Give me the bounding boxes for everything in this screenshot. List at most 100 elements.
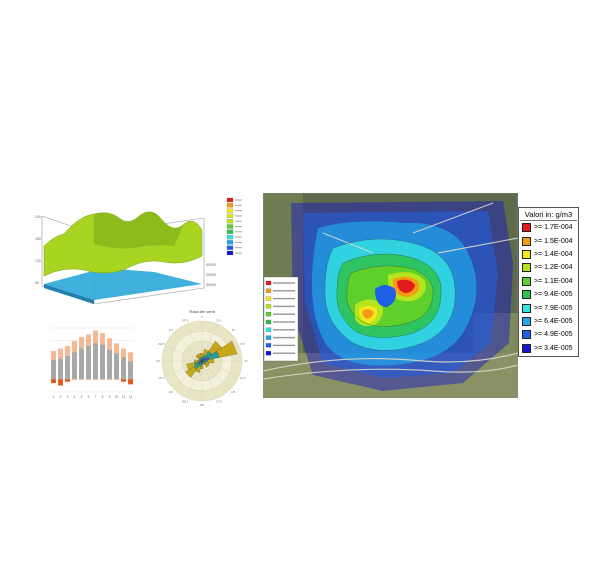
wind-rose-dir-label: 22.5: [216, 319, 221, 322]
inset-legend-swatch: [265, 335, 272, 340]
map-inset-legend: [263, 276, 299, 362]
bar-grid: [50, 327, 134, 393]
wind-rose-sector: [186, 362, 196, 371]
svg-text:240: 240: [35, 215, 41, 219]
bar-x-ticks: 1 2 3 4 5 6 7 8 9 10 11 12: [53, 395, 133, 399]
bar-x-tick: 7: [95, 395, 97, 399]
surface-legend-label: [235, 210, 242, 212]
wind-rose-dir-label: 180: [200, 404, 205, 406]
bar: [72, 352, 77, 380]
legend-swatch: [522, 316, 531, 326]
bar: [79, 348, 84, 380]
legend-swatch: [522, 330, 531, 340]
bar: [93, 343, 98, 380]
map-legend-item: >= 6.4E-005: [519, 315, 578, 328]
bar: [58, 358, 63, 380]
bar: [121, 379, 126, 382]
inset-legend-swatch: [265, 319, 272, 325]
surface-legend-label: [235, 204, 242, 206]
inset-legend-label: [273, 290, 295, 292]
inset-legend-swatch: [265, 296, 272, 301]
legend-label: >= 9.4E-005: [534, 291, 573, 299]
bar: [65, 356, 70, 380]
bar-x-tick: 3: [67, 395, 69, 399]
svg-text:500000: 500000: [206, 263, 216, 267]
map-legend-item: >= 1.1E-004: [519, 275, 578, 288]
surface-legend-swatch: [226, 203, 234, 208]
inset-legend-swatch: [265, 327, 272, 332]
surface-legend-label: [235, 226, 242, 227]
map-legend: Valori in: g/m3 >= 1.7E-004 >= 1.5E-004 >=…: [518, 207, 579, 357]
surface-legend-label: [235, 236, 242, 238]
inset-legend-label: [273, 321, 295, 323]
surface-x-ticks: 500000 500000 500000: [206, 263, 216, 287]
legend-label: >= 1.4E-004: [534, 250, 573, 258]
inset-legend-label: [273, 282, 295, 284]
map-legend-item: >= 1.5E-004: [519, 234, 578, 247]
bar: [128, 361, 133, 380]
inset-legend-swatch: [265, 312, 272, 317]
wind-rose-dir-label: 315: [169, 329, 174, 332]
surface-z-ticks: 240 180 120 60: [35, 215, 41, 285]
lower-surface-front: [44, 284, 94, 304]
legend-label: >= 1.2E-004: [534, 264, 573, 272]
bar: [58, 379, 63, 386]
wind-rose-sector: [197, 353, 202, 358]
wind-rose-dir-label: 202.5: [182, 401, 189, 404]
bar: [65, 379, 70, 382]
legend-label: >= 1.1E-004: [534, 277, 573, 285]
bar-x-tick: 4: [74, 395, 76, 399]
map-legend-item: >= 1.4E-004: [519, 248, 578, 261]
legend-swatch: [522, 263, 531, 273]
surface-legend-swatch: [226, 234, 234, 240]
bar: [114, 353, 119, 380]
legend-label: >= 3.4E-005: [534, 344, 573, 352]
inset-legend-label: [273, 336, 295, 339]
wind-rose-sector: [204, 363, 209, 368]
wind-rose-title: Rosa dei venti: [189, 309, 214, 314]
legend-swatch: [522, 236, 531, 246]
wind-rose-spoke: [201, 360, 218, 399]
bar-marks: [51, 330, 133, 386]
legend-label: >= 6.4E-005: [534, 317, 573, 325]
map-legend-rows: >= 1.7E-004 >= 1.5E-004 >= 1.4E-004 >= 1.2E…: [519, 221, 578, 355]
inset-legend-label: [273, 305, 295, 308]
contour-1.7e-4: [397, 279, 415, 293]
bar: [121, 357, 126, 380]
map-legend-item: >= 3.4E-005: [519, 342, 578, 355]
surface-legend-label: [235, 220, 242, 222]
legend-swatch: [522, 290, 531, 300]
inset-legend-swatch: [265, 304, 272, 309]
map-legend-item: >= 9.4E-005: [519, 288, 578, 301]
svg-text:500000: 500000: [206, 273, 216, 277]
legend-swatch: [522, 223, 531, 233]
legend-swatch: [522, 303, 531, 313]
bar-x-tick: 10: [115, 395, 119, 399]
svg-text:180: 180: [35, 237, 41, 241]
inset-legend-swatch: [265, 288, 272, 293]
surface-legend-swatch: [226, 250, 234, 256]
wind-rose-sector: [185, 366, 197, 378]
surface-legend-swatch: [226, 229, 234, 234]
legend-swatch: [522, 249, 531, 259]
surface-legend-swatch: [226, 219, 234, 224]
inset-legend-label: [273, 329, 295, 331]
surface-legend-label: [235, 252, 242, 254]
inset-legend-swatch: [265, 343, 272, 348]
inset-legend-label: [273, 344, 295, 347]
wind-rose-dir-label: 67.5: [240, 343, 245, 346]
wind-rose-dir-label: 292.5: [158, 343, 165, 346]
legend-label: >= 4.9E-005: [534, 331, 573, 339]
bar: [107, 349, 112, 380]
wind-rose-spoke: [164, 345, 203, 362]
legend-swatch: [522, 343, 531, 353]
surface-legend-swatch: [226, 240, 234, 245]
legend-label: >= 7.9E-005: [534, 304, 573, 312]
bar: [51, 360, 56, 380]
bar-x-tick: 9: [109, 395, 111, 399]
bar-chart: 1 2 3 4 5 6 7 8 9 10 11 12: [42, 322, 138, 400]
surface-legend-swatch: [226, 224, 234, 229]
wind-rose-sector: [207, 358, 214, 364]
wind-rose-dir-label: 112.5: [240, 377, 247, 380]
bar: [51, 379, 56, 384]
